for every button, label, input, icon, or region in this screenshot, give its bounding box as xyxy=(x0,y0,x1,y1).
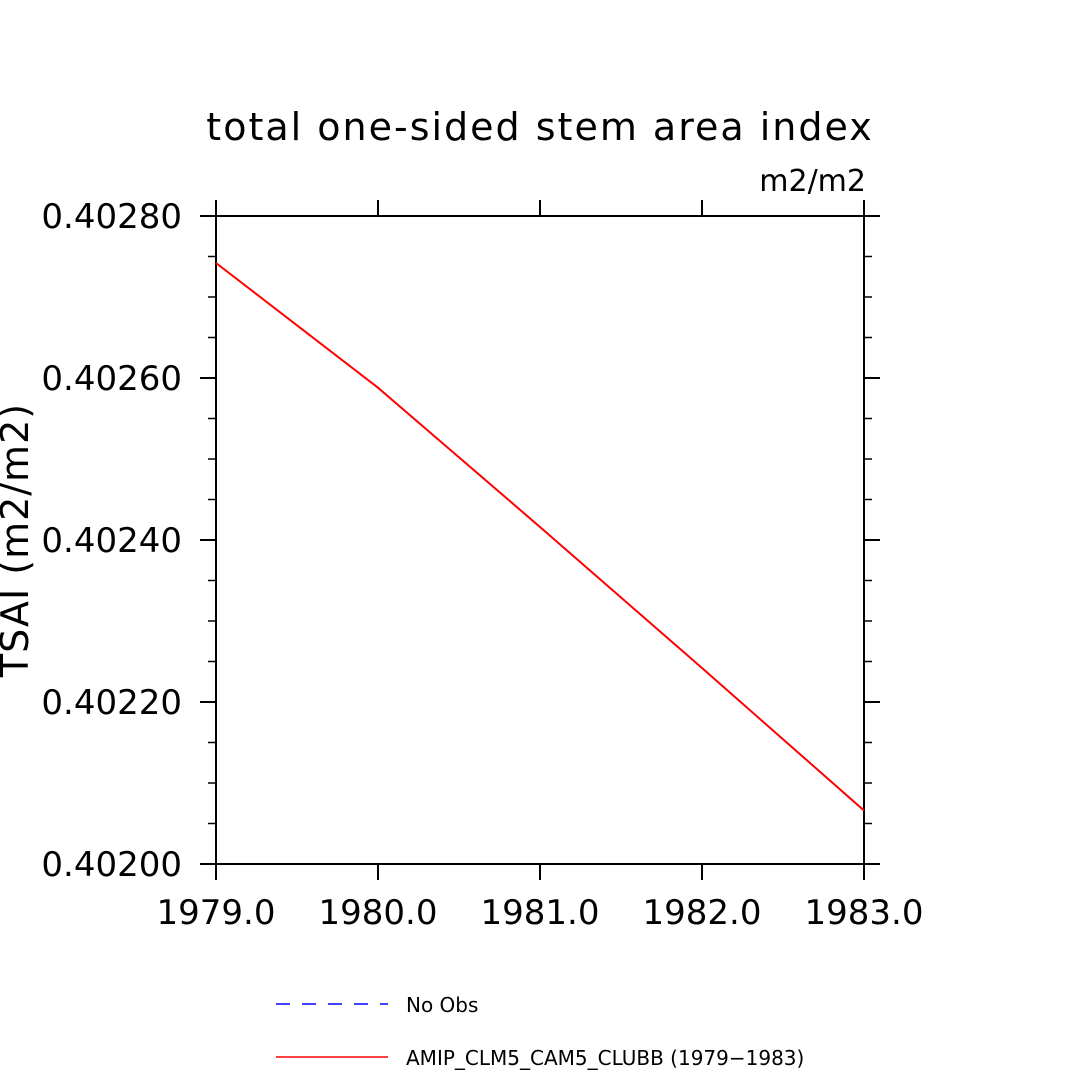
y-tick-label: 0.40260 xyxy=(41,359,182,399)
x-tick-label: 1981.0 xyxy=(481,893,600,933)
axis-ticks xyxy=(200,200,880,880)
y-axis-label: TSAI (m2/m2) xyxy=(0,403,37,678)
x-tick-label: 1979.0 xyxy=(157,893,276,933)
chart-title: total one-sided stem area index xyxy=(206,105,873,149)
data-series xyxy=(215,262,865,812)
y-tick-label: 0.40240 xyxy=(41,521,182,561)
tick-labels: 1979.0 1980.0 1981.0 1982.0 1983.0 0.40200 0.4… xyxy=(41,197,923,933)
y-tick-label: 0.40280 xyxy=(41,197,182,237)
legend-label: No Obs xyxy=(406,993,478,1017)
legend: No Obs AMIP_CLM5_CAM5_CLUBB (1979−1983) xyxy=(276,993,804,1070)
y-tick-label: 0.40200 xyxy=(41,845,182,885)
plot-frame xyxy=(215,215,865,865)
plot-border xyxy=(215,215,865,865)
chart-units: m2/m2 xyxy=(759,164,866,199)
y-tick-label: 0.40220 xyxy=(41,683,182,723)
series-line xyxy=(215,262,865,812)
x-tick-label: 1982.0 xyxy=(643,893,762,933)
legend-label: AMIP_CLM5_CAM5_CLUBB (1979−1983) xyxy=(406,1046,804,1070)
x-tick-label: 1980.0 xyxy=(319,893,438,933)
x-tick-label: 1983.0 xyxy=(805,893,924,933)
